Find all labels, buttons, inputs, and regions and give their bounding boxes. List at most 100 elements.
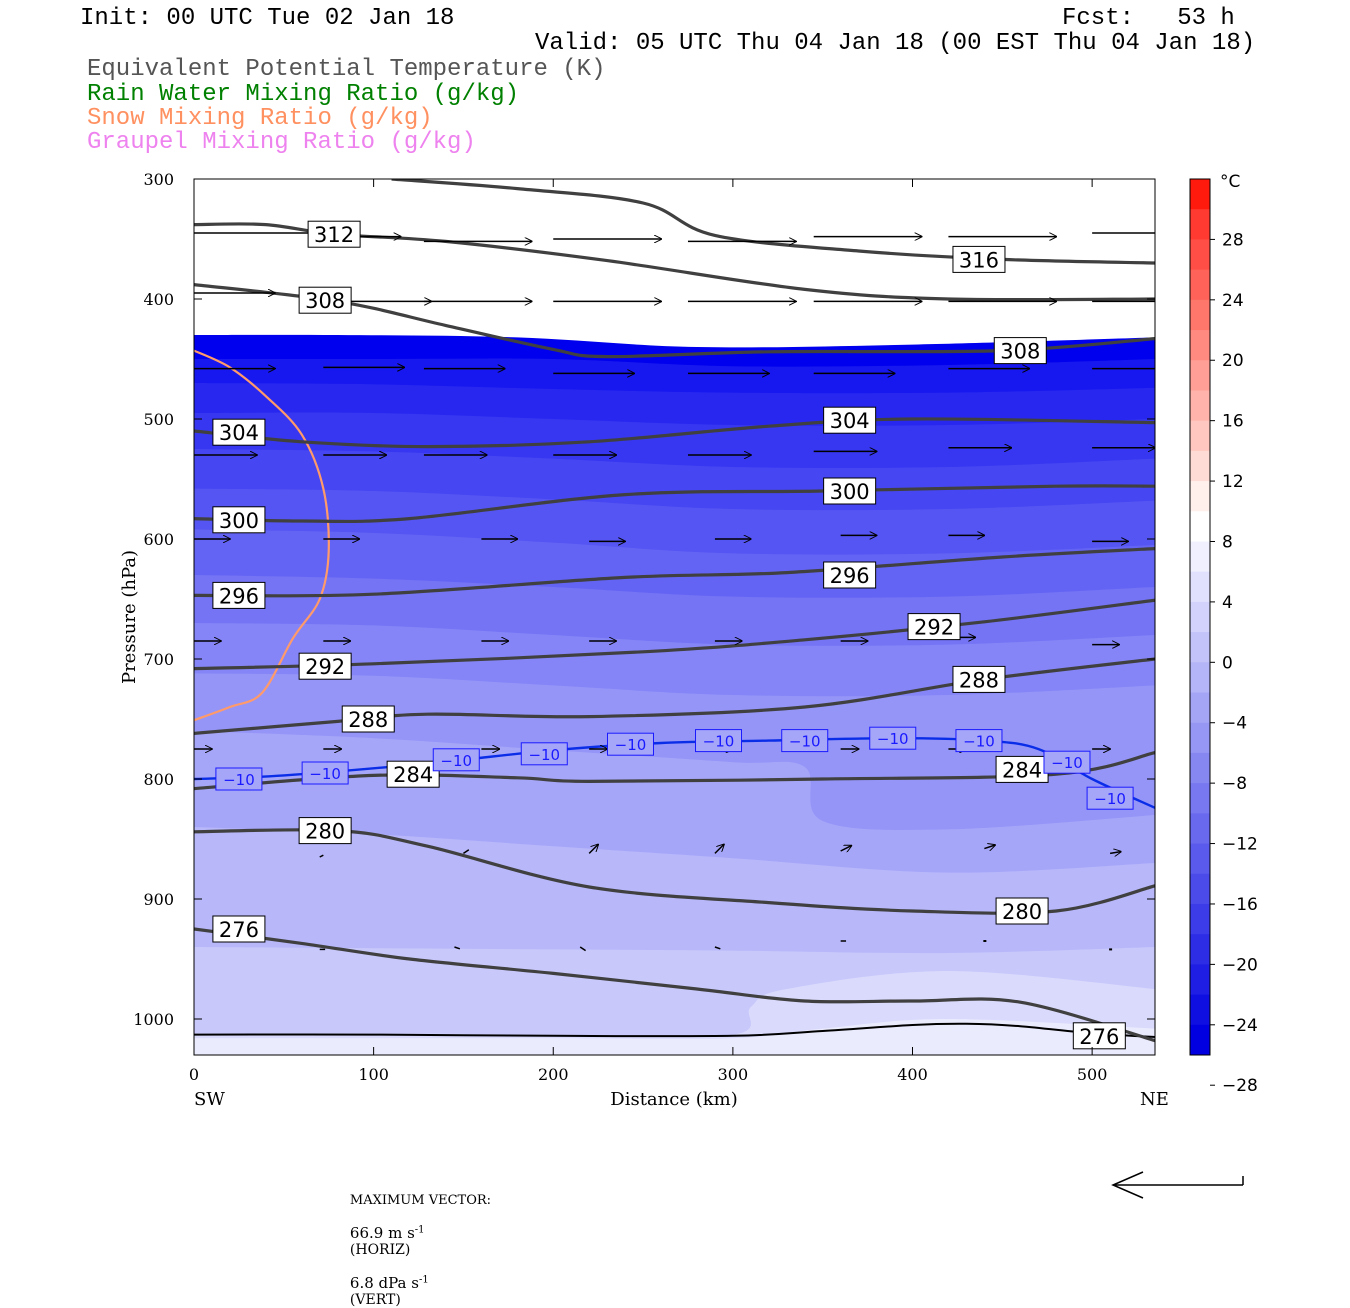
max-vector-arrow <box>1111 1171 1244 1199</box>
theta-e-label-box <box>386 760 440 788</box>
theta-e-label-box <box>952 245 1006 273</box>
forecast-hour: Fcst: 53 h <box>1062 5 1235 32</box>
theta-e-contour-296 <box>194 547 1155 598</box>
wind-vector <box>983 940 987 942</box>
theta-e-label: 276 <box>1079 1025 1119 1049</box>
colorbar-swatch <box>1190 420 1210 452</box>
x-tick-label: 300 <box>718 1065 749 1084</box>
theta-e-label-box <box>212 506 266 534</box>
theta-e-label-box <box>298 286 352 314</box>
colorbar-swatch <box>1190 662 1210 694</box>
legend-snow: Snow Mixing Ratio (g/kg) <box>87 105 433 132</box>
colorbar-swatch <box>1190 934 1210 965</box>
isotherm-label-box <box>520 742 568 766</box>
max-vector-prefix: MAXIMUM VECTOR: <box>349 1193 492 1208</box>
wind-vector <box>840 846 852 851</box>
colorbar-label: −24 <box>1222 1016 1258 1036</box>
colorbar-swatch <box>1190 209 1210 240</box>
wind-vector <box>1109 852 1121 854</box>
theta-e-label-box <box>907 613 961 641</box>
theta-e-label-box <box>212 915 266 943</box>
wind-vector <box>1109 948 1113 951</box>
isotherm-label: −10 <box>615 736 647 754</box>
wind-vector <box>714 844 724 854</box>
theta-e-label: 308 <box>1000 340 1040 364</box>
y-tick-label: 900 <box>143 890 174 909</box>
x-tick-label: 0 <box>189 1065 199 1084</box>
isotherm-label-box <box>432 748 480 772</box>
snow-contour-line <box>194 349 330 722</box>
max-vector-vert: 6.8 dPa s <box>349 1274 419 1292</box>
theta-e-contour-304 <box>194 417 1155 449</box>
colorbar-swatch <box>1190 752 1210 784</box>
y-tick-label: 600 <box>143 530 174 549</box>
colorbar-label: −28 <box>1222 1076 1258 1096</box>
colorbar-swatch <box>1190 843 1210 875</box>
isotherm-label: −10 <box>1051 754 1083 772</box>
isotherm-label-box <box>869 726 917 750</box>
theta-e-label: 300 <box>830 480 870 504</box>
colorbar-swatch <box>1190 269 1210 301</box>
theta-e-label-box <box>993 337 1047 365</box>
theta-e-label-box <box>212 418 266 446</box>
colorbar-swatch <box>1190 722 1210 754</box>
colorbar-swatch <box>1190 1024 1210 1056</box>
theta-e-label: 300 <box>219 509 259 533</box>
surface-terrain <box>194 1022 1155 1038</box>
max-vector-vert-exp: -1 <box>418 1274 429 1286</box>
isotherm-label: −10 <box>963 733 995 751</box>
theta-e-label: 276 <box>219 918 259 942</box>
wind-vector <box>463 849 470 855</box>
ne-end-label: NE <box>1140 1089 1169 1110</box>
colorbar-swatch <box>1190 783 1210 814</box>
y-tick-label: 700 <box>143 650 174 669</box>
max-vector-horiz-unit: (HORIZ) <box>349 1242 411 1258</box>
max-vector-footer: MAXIMUM VECTOR: 66.9 m s -1 (HORIZ) 6.8 d… <box>341 1176 491 1308</box>
theta-e-contour-300 <box>194 484 1155 524</box>
theta-e-contour-276 <box>194 927 1155 1043</box>
theta-e-label: 292 <box>305 655 345 679</box>
colorbar-label: 16 <box>1222 412 1244 432</box>
colorbar-swatch <box>1190 632 1210 663</box>
temperature-band <box>194 1019 1155 1055</box>
theta-e-label-box <box>823 477 877 505</box>
y-axis-title: Pressure (hPa) <box>119 550 140 684</box>
theta-e-label: 288 <box>348 708 388 732</box>
theta-e-label: 292 <box>914 616 954 640</box>
theta-e-label-box <box>212 581 266 609</box>
isotherm-label: −10 <box>1094 790 1126 808</box>
colorbar-swatch <box>1190 964 1210 996</box>
theta-e-label: 288 <box>959 668 999 692</box>
wind-vectors <box>194 233 1155 952</box>
colorbar-swatch <box>1190 330 1210 361</box>
wind-vector <box>588 844 598 854</box>
theta-e-label: 296 <box>219 584 259 608</box>
isotherm-label: −10 <box>703 733 735 751</box>
plot-frame <box>193 178 1156 1056</box>
legend-graupel: Graupel Mixing Ratio (g/kg) <box>87 129 476 156</box>
theta-e-label-box <box>307 220 361 248</box>
x-tick-label: 200 <box>538 1065 569 1084</box>
y-tick-label: 400 <box>143 290 174 309</box>
max-vector-horiz: 66.9 m s <box>349 1224 415 1242</box>
colorbar-swatch <box>1190 239 1210 271</box>
isotherm-label: −10 <box>789 733 821 751</box>
colorbar-swatch <box>1190 511 1210 542</box>
snow-mixing-ratio-contour <box>194 349 330 722</box>
theta-e-label: 312 <box>314 223 354 247</box>
theta-e-label: 308 <box>305 289 345 313</box>
colorbar-label: 0 <box>1222 653 1233 673</box>
x-tick-label: 500 <box>1077 1065 1108 1084</box>
theta-e-label-box <box>1072 1022 1126 1050</box>
theta-e-label: 280 <box>1002 900 1042 924</box>
valid-time: Valid: 05 UTC Thu 04 Jan 18 (00 EST Thu … <box>535 30 1256 57</box>
theta-e-label: 284 <box>1002 758 1042 782</box>
axes: 0 100 200 300 400 500 300 400 500 600 700 800 900 100… <box>133 170 1155 1084</box>
init-time: Init: 00 UTC Tue 02 Jan 18 <box>80 5 455 32</box>
isotherm-label-box <box>606 732 654 756</box>
colorbar-frame <box>1189 178 1211 1056</box>
theta-e-label-box <box>952 665 1006 693</box>
isotherm-label-box <box>301 761 349 785</box>
legend-rain-water: Rain Water Mixing Ratio (g/kg) <box>87 81 520 108</box>
